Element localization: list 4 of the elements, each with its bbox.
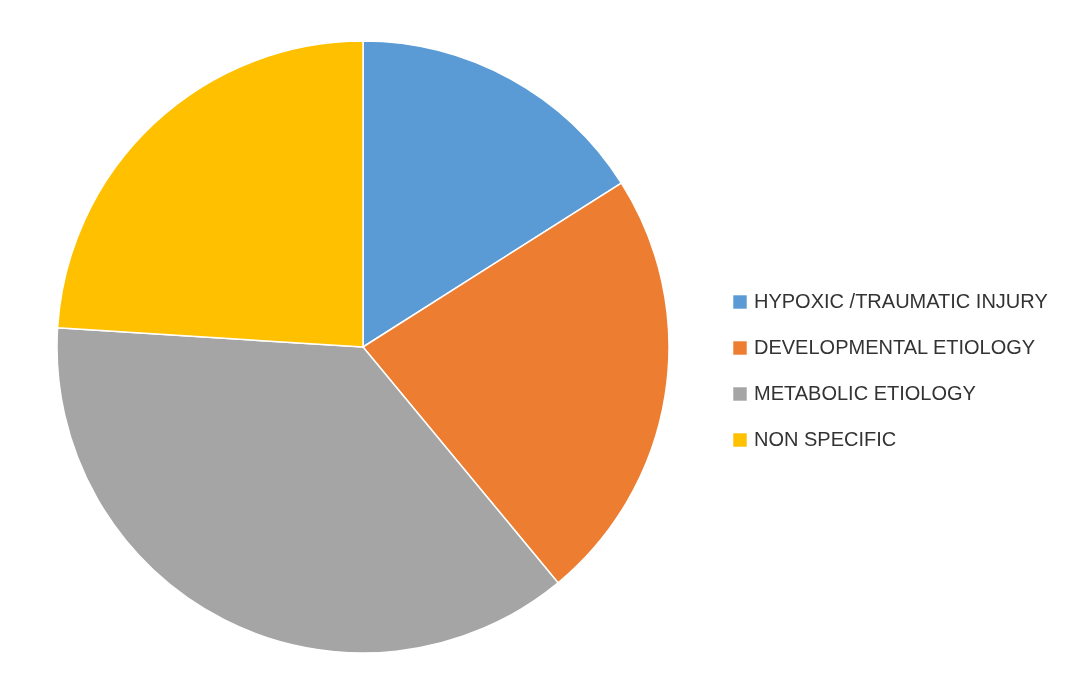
legend-label: METABOLIC ETIOLOGY bbox=[754, 382, 976, 404]
legend-label: HYPOXIC /TRAUMATIC INJURY bbox=[754, 290, 1048, 312]
legend-label: NON SPECIFIC bbox=[754, 428, 897, 450]
legend-label: DEVELOPMENTAL ETIOLOGY bbox=[754, 336, 1036, 358]
